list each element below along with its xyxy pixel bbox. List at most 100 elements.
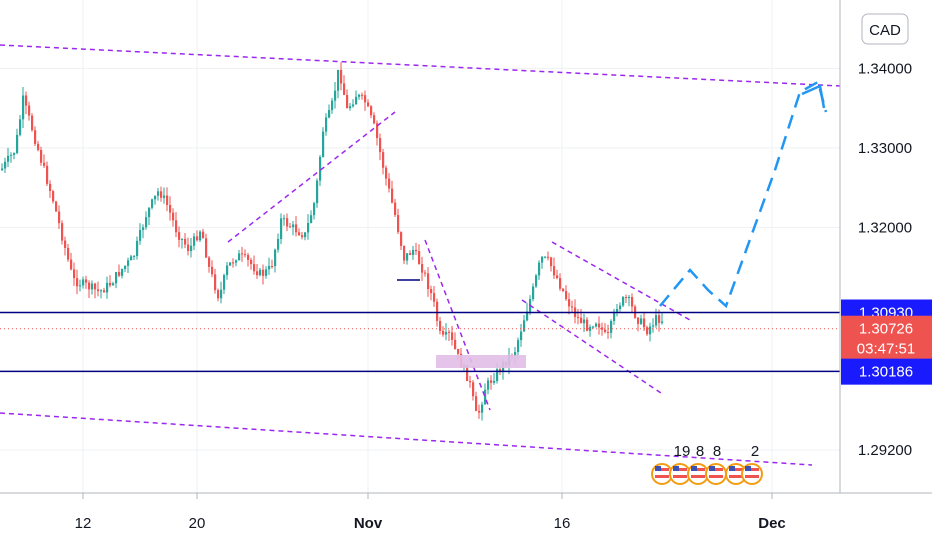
candle-body bbox=[154, 195, 157, 200]
candle-body bbox=[640, 318, 643, 324]
candle-body bbox=[436, 301, 439, 321]
flag-stripe bbox=[673, 468, 687, 471]
demand-zone bbox=[436, 355, 526, 368]
candle-body bbox=[193, 236, 196, 246]
candle-body bbox=[595, 323, 598, 327]
candle-body bbox=[265, 269, 268, 276]
candle-body bbox=[28, 105, 31, 116]
candle-body bbox=[451, 332, 454, 340]
candle-body bbox=[4, 161, 7, 169]
candle-body bbox=[337, 69, 340, 91]
candle-body bbox=[82, 279, 85, 286]
candle-body bbox=[121, 268, 124, 276]
candle-body bbox=[46, 165, 49, 184]
candle-body bbox=[343, 83, 346, 95]
candle-body bbox=[184, 238, 187, 245]
candle-body bbox=[583, 319, 586, 324]
candlestick-series bbox=[1, 62, 664, 421]
candle-body bbox=[445, 331, 448, 335]
candle-body bbox=[601, 327, 604, 330]
candle-body bbox=[61, 223, 64, 241]
candle-body bbox=[532, 286, 535, 300]
candle-body bbox=[613, 311, 616, 322]
time-tick-label: Nov bbox=[354, 515, 383, 532]
candle-body bbox=[169, 204, 172, 213]
candle-body bbox=[244, 254, 247, 256]
time-axis[interactable]: 12 20 Nov 16 Dec bbox=[75, 493, 786, 532]
candle-body bbox=[649, 326, 652, 335]
price-tag-label: 1.30186 bbox=[859, 364, 913, 381]
candle-body bbox=[472, 382, 475, 397]
candle-body bbox=[373, 115, 376, 124]
candle-body bbox=[442, 330, 445, 335]
candle-body bbox=[115, 272, 118, 284]
currency-badge[interactable]: CAD bbox=[861, 13, 909, 45]
flag-stripe bbox=[691, 475, 705, 478]
candle-body bbox=[220, 289, 223, 299]
candle-body bbox=[439, 320, 442, 331]
candle-body bbox=[379, 138, 382, 153]
candle-body bbox=[7, 155, 10, 162]
candle-body bbox=[106, 282, 109, 293]
candle-body bbox=[424, 272, 427, 274]
candle-body bbox=[70, 259, 73, 270]
flag-stripe bbox=[673, 475, 687, 478]
candle-body bbox=[19, 119, 22, 135]
candle-body bbox=[136, 240, 139, 256]
candle-body bbox=[397, 214, 400, 233]
candle-body bbox=[76, 278, 79, 287]
candle-body bbox=[64, 240, 67, 248]
candle-body bbox=[589, 327, 592, 331]
flag-canton bbox=[709, 466, 715, 471]
candle-body bbox=[67, 247, 70, 260]
event-count: 2 bbox=[751, 443, 759, 460]
candle-body bbox=[205, 238, 208, 258]
candle-body bbox=[268, 265, 271, 270]
candle-body bbox=[412, 249, 415, 255]
candle-body bbox=[568, 299, 571, 307]
candle-body bbox=[361, 94, 364, 96]
candle-body bbox=[130, 256, 133, 261]
candle-body bbox=[100, 290, 103, 292]
candle-body bbox=[604, 329, 607, 332]
flag-canton bbox=[673, 466, 679, 471]
candle-body bbox=[400, 232, 403, 246]
candle-body bbox=[1, 168, 4, 170]
candle-body bbox=[181, 238, 184, 240]
candle-body bbox=[151, 199, 154, 208]
candle-body bbox=[190, 245, 193, 252]
price-tag-background bbox=[841, 358, 932, 385]
trend-line bbox=[0, 44, 841, 87]
time-tick-label: 16 bbox=[554, 515, 571, 532]
candle-body bbox=[364, 95, 367, 103]
candle-body bbox=[547, 256, 550, 258]
price-axis[interactable]: 1.34000 1.33000 1.32000 1.29200 bbox=[858, 60, 912, 459]
candle-body bbox=[13, 153, 16, 155]
candle-body bbox=[286, 218, 289, 227]
candle-body bbox=[172, 212, 175, 221]
candle-body bbox=[559, 278, 562, 289]
economic-events[interactable]: 19 8 8 2 bbox=[651, 443, 763, 485]
candle-body bbox=[556, 275, 559, 279]
candle-body bbox=[607, 331, 610, 333]
event-count: 19 bbox=[674, 443, 691, 460]
trend-line bbox=[424, 239, 491, 411]
candle-body bbox=[658, 315, 661, 323]
candle-body bbox=[217, 290, 220, 299]
candle-body bbox=[226, 265, 229, 276]
time-tick-label: 12 bbox=[75, 515, 92, 532]
candle-body bbox=[34, 130, 37, 144]
candle-body bbox=[655, 315, 658, 326]
event-count: 8 bbox=[713, 443, 721, 460]
candle-body bbox=[85, 279, 88, 283]
candle-body bbox=[415, 249, 418, 252]
candle-body bbox=[592, 326, 595, 328]
candle-body bbox=[553, 266, 556, 276]
candle-body bbox=[538, 262, 541, 276]
event-count: 8 bbox=[696, 443, 704, 460]
candle-body bbox=[139, 229, 142, 241]
candle-body bbox=[22, 95, 25, 120]
candle-body bbox=[145, 217, 148, 228]
currency-label: CAD bbox=[869, 22, 901, 39]
